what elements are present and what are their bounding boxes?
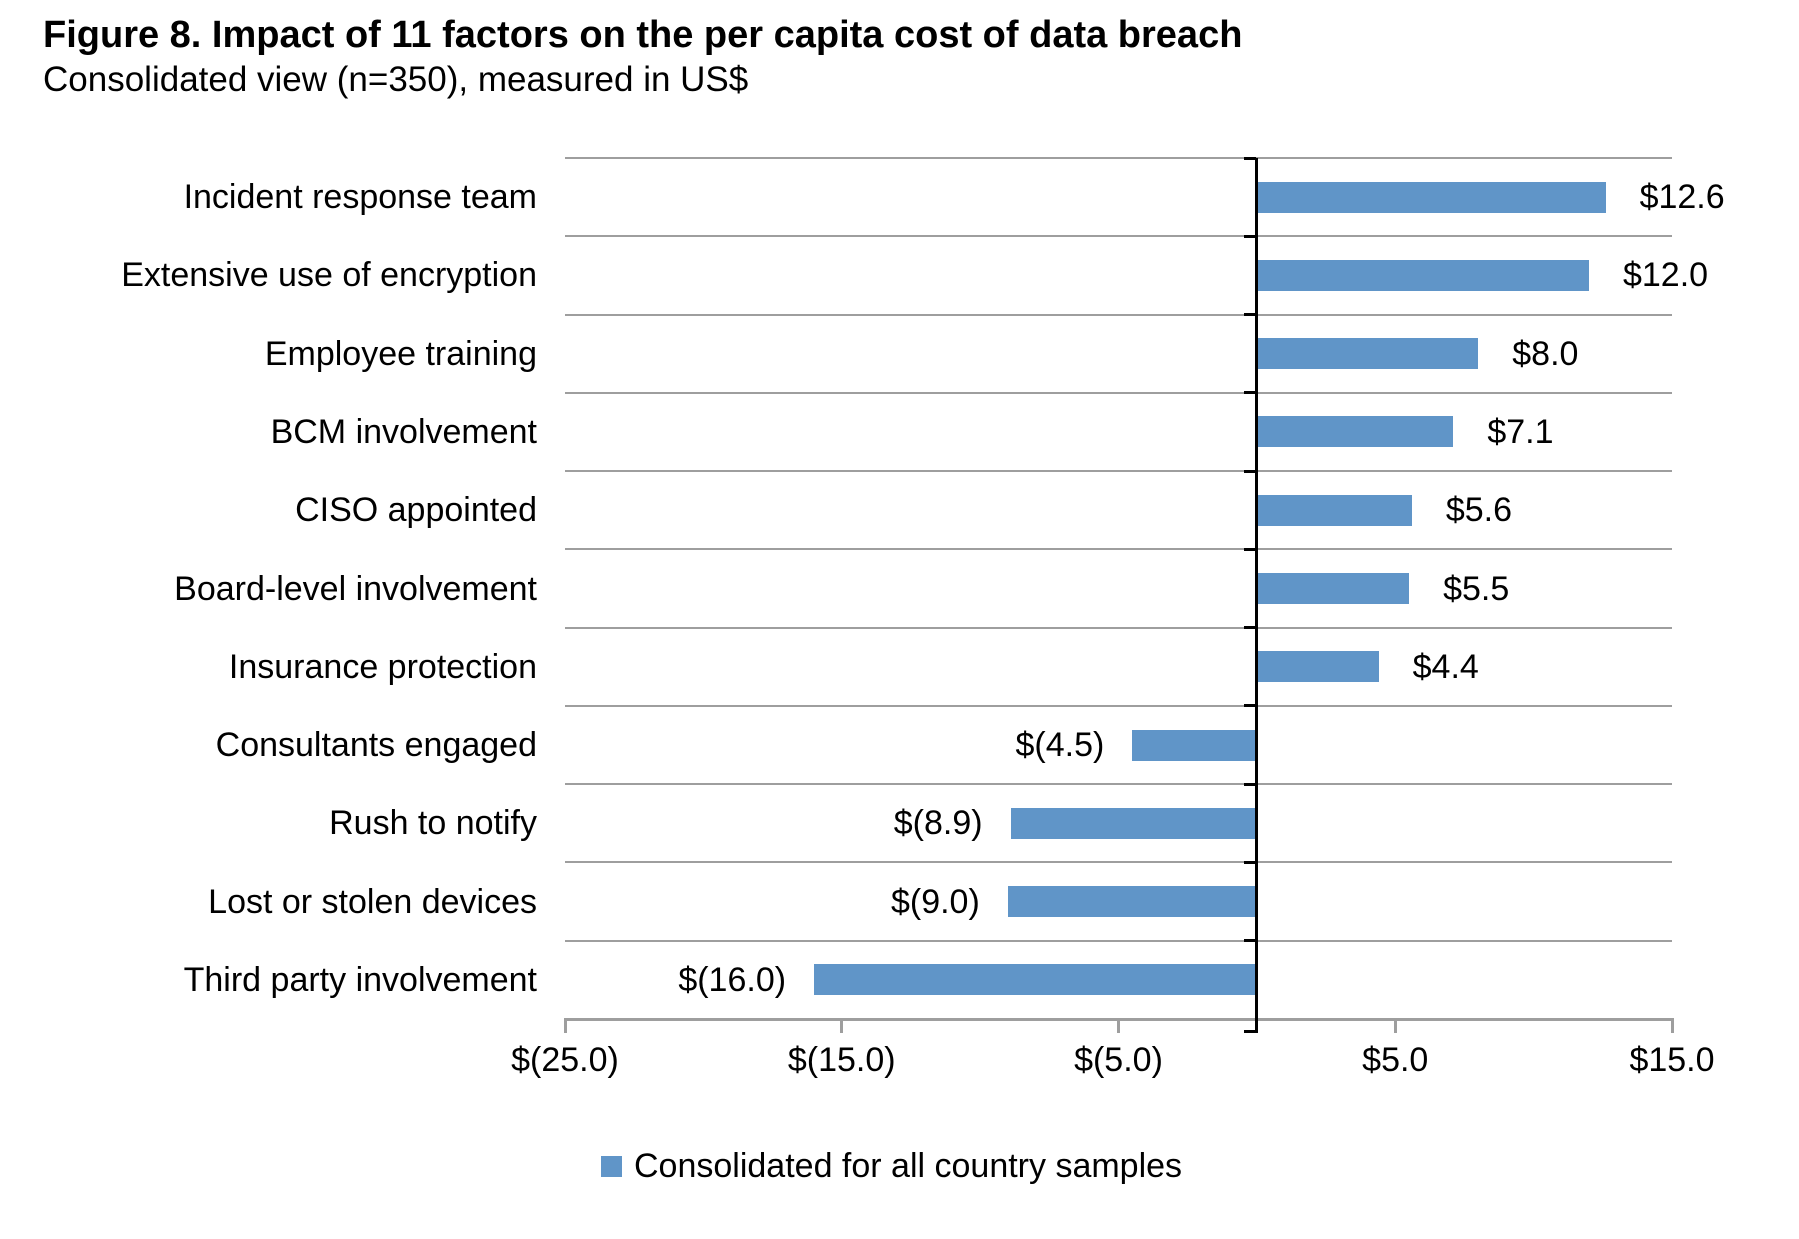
zero-axis-tick bbox=[1243, 626, 1256, 630]
legend-label: Consolidated for all country samples bbox=[634, 1146, 1183, 1185]
value-label: $8.0 bbox=[1512, 334, 1579, 373]
gridline bbox=[565, 861, 1672, 864]
bar bbox=[1256, 181, 1606, 213]
category-label: Incident response team bbox=[183, 178, 537, 217]
bar bbox=[1256, 338, 1479, 370]
chart-subtitle: Consolidated view (n=350), measured in U… bbox=[43, 60, 749, 99]
x-axis-tick-label: $15.0 bbox=[1629, 1041, 1715, 1079]
gridline bbox=[565, 470, 1672, 473]
category-label: BCM involvement bbox=[270, 412, 537, 451]
x-axis-tick-label: $(25.0) bbox=[511, 1041, 619, 1079]
category-label: Board-level involvement bbox=[174, 569, 537, 608]
category-label: Rush to notify bbox=[329, 804, 537, 843]
zero-axis-tick bbox=[1243, 469, 1256, 473]
bar bbox=[1132, 729, 1257, 761]
x-axis-tick bbox=[1670, 1018, 1674, 1033]
x-axis-tick bbox=[563, 1018, 567, 1033]
zero-axis-tick bbox=[1243, 939, 1256, 943]
bar bbox=[1256, 259, 1589, 291]
zero-axis-tick bbox=[1243, 313, 1256, 317]
value-label: $12.6 bbox=[1639, 178, 1725, 217]
value-label: $(8.9) bbox=[893, 804, 983, 843]
zero-axis-tick bbox=[1243, 782, 1256, 786]
value-label: $12.0 bbox=[1622, 256, 1709, 295]
legend-swatch-icon bbox=[601, 1155, 622, 1177]
zero-axis-tick bbox=[1243, 1030, 1256, 1033]
category-label: Employee training bbox=[264, 334, 537, 373]
legend: Consolidated for all country samples bbox=[601, 1144, 1182, 1188]
x-axis-tick bbox=[840, 1018, 844, 1033]
gridline bbox=[565, 939, 1672, 942]
gridline bbox=[565, 157, 1672, 159]
gridline bbox=[565, 548, 1672, 551]
zero-axis-tick bbox=[1243, 704, 1256, 708]
category-label: Consultants engaged bbox=[215, 726, 537, 765]
category-label: Extensive use of encryption bbox=[121, 256, 537, 295]
x-axis-tick bbox=[1117, 1018, 1120, 1033]
gridline bbox=[565, 313, 1672, 316]
zero-axis-tick bbox=[1243, 234, 1256, 238]
value-label: $(4.5) bbox=[1015, 726, 1105, 765]
x-axis-tick-label: $5.0 bbox=[1362, 1041, 1429, 1079]
value-label: $5.5 bbox=[1443, 569, 1510, 608]
gridline bbox=[565, 783, 1672, 786]
x-axis-tick bbox=[1393, 1018, 1397, 1033]
zero-axis-tick bbox=[1243, 860, 1256, 864]
x-axis-tick-label: $(5.0) bbox=[1074, 1041, 1163, 1079]
category-label: Lost or stolen devices bbox=[208, 882, 537, 921]
category-label: CISO appointed bbox=[295, 491, 537, 530]
x-axis-tick-label: $(15.0) bbox=[787, 1041, 896, 1079]
chart-title: Figure 8. Impact of 11 factors on the pe… bbox=[43, 14, 1243, 56]
zero-axis-tick bbox=[1243, 547, 1256, 551]
value-label: $7.1 bbox=[1487, 412, 1554, 451]
value-label: $(9.0) bbox=[890, 882, 980, 921]
gridline bbox=[565, 235, 1672, 238]
bar bbox=[1256, 416, 1454, 448]
category-label: Insurance protection bbox=[228, 647, 537, 686]
bar bbox=[1256, 494, 1412, 526]
category-label: Third party involvement bbox=[183, 960, 537, 999]
bar bbox=[1010, 807, 1257, 839]
value-label: $4.4 bbox=[1412, 647, 1479, 686]
gridline bbox=[565, 704, 1672, 707]
gridline bbox=[565, 626, 1672, 629]
value-label: $(16.0) bbox=[678, 960, 787, 999]
zero-axis-tick bbox=[1243, 391, 1256, 395]
zero-axis-line bbox=[1255, 158, 1259, 1033]
bar bbox=[1256, 651, 1379, 683]
bar bbox=[1256, 573, 1410, 604]
bar bbox=[1007, 886, 1257, 918]
value-label: $5.6 bbox=[1445, 491, 1513, 530]
bar bbox=[814, 964, 1257, 996]
gridline bbox=[565, 391, 1672, 394]
zero-axis-tick bbox=[1243, 156, 1256, 160]
